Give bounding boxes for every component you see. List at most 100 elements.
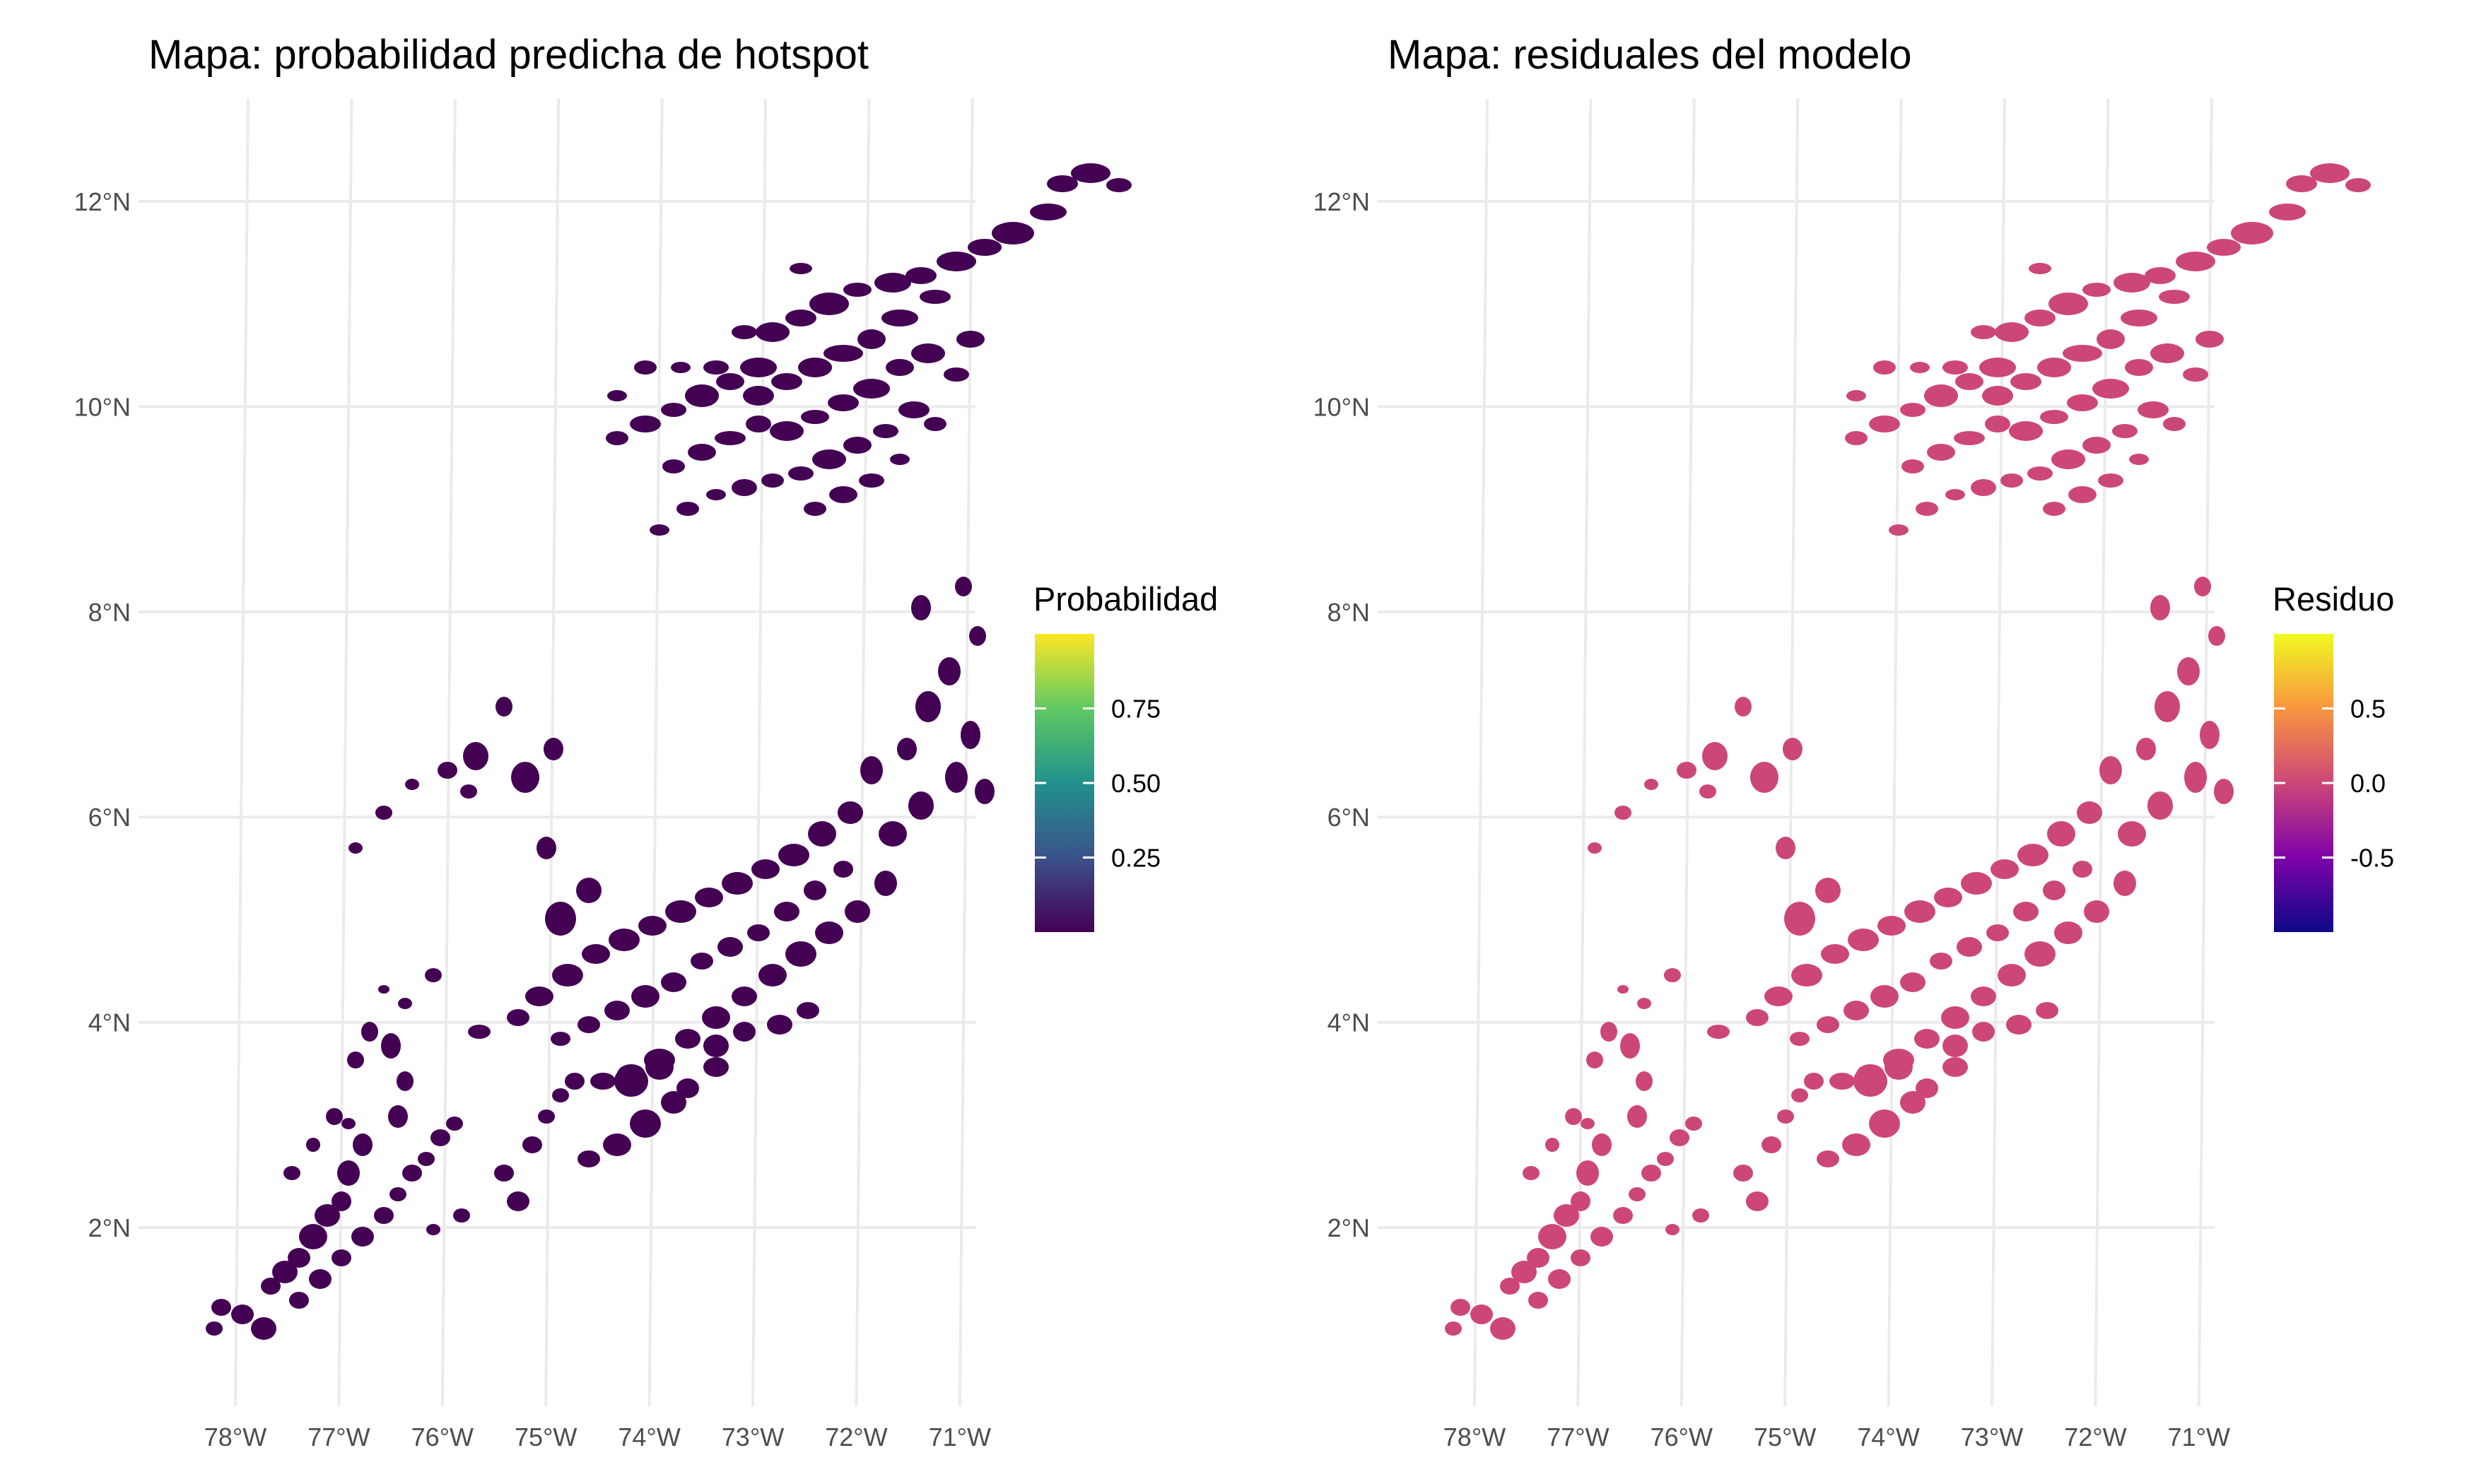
map-region <box>299 1224 327 1249</box>
legend-tick-label: 0.25 <box>1111 844 1161 873</box>
map-region <box>1804 1073 1824 1090</box>
map-region <box>545 902 576 936</box>
map-region <box>2082 437 2111 454</box>
map-region <box>2129 454 2149 465</box>
map-region <box>829 486 857 503</box>
map-region <box>389 1187 406 1201</box>
map-region <box>1627 1105 1647 1128</box>
probability-map-x-axis: 78°W 77°W 76°W 75°W 74°W 73°W 72°W 71°W <box>204 1423 991 1451</box>
map-region <box>2082 283 2111 297</box>
map-region <box>609 929 640 951</box>
map-region <box>2067 394 2098 411</box>
map-region <box>1071 163 1110 183</box>
map-region <box>743 386 774 406</box>
legend-tick-label: 0.50 <box>1111 769 1161 798</box>
probability-map-gridlines <box>139 98 975 1407</box>
map-region <box>425 968 442 982</box>
map-region <box>1600 1022 1617 1042</box>
map-region <box>1746 1191 1769 1211</box>
map-region <box>522 1136 542 1153</box>
probability-legend-ticks: 0.75 0.50 0.25 <box>1035 695 1161 873</box>
map-region <box>1995 322 2029 342</box>
map-region <box>430 1129 450 1146</box>
map-region <box>717 937 743 957</box>
x-tick-label: 74°W <box>1857 1423 1919 1451</box>
y-tick-label: 4°N <box>1327 1008 1370 1037</box>
map-region <box>374 1207 394 1224</box>
map-region <box>788 466 814 481</box>
map-region <box>2037 358 2071 377</box>
map-region <box>740 358 777 377</box>
map-region <box>1991 859 2019 879</box>
map-region <box>606 431 628 445</box>
map-region <box>1677 762 1696 779</box>
map-region <box>2155 691 2180 722</box>
map-region <box>1106 178 1132 192</box>
map-region <box>418 1152 435 1166</box>
map-region <box>1620 1033 1640 1059</box>
map-region <box>1030 204 1067 220</box>
map-region <box>1916 502 1938 516</box>
map-region <box>361 1022 378 1042</box>
map-region <box>1581 1118 1595 1129</box>
map-region <box>1657 1152 1674 1166</box>
map-region <box>2054 921 2082 944</box>
map-region <box>691 953 713 970</box>
map-region <box>1571 1191 1590 1211</box>
map-region <box>2010 373 2041 390</box>
map-region <box>874 871 897 896</box>
map-region <box>2138 401 2169 418</box>
map-region <box>695 888 723 907</box>
map-region <box>945 762 968 793</box>
map-region <box>2000 473 2023 488</box>
map-region <box>911 343 945 363</box>
map-region <box>578 1016 600 1033</box>
map-region <box>1664 968 1681 982</box>
x-tick-label: 77°W <box>307 1423 370 1451</box>
x-tick-label: 75°W <box>515 1423 577 1451</box>
map-region <box>348 842 363 854</box>
map-region <box>206 1321 223 1336</box>
map-region <box>785 941 816 967</box>
map-region <box>1617 985 1629 994</box>
residuals-map-regions <box>1445 163 2371 1340</box>
map-region <box>758 964 787 987</box>
map-region <box>582 944 610 964</box>
map-region <box>956 331 985 348</box>
map-region <box>732 479 757 496</box>
map-region <box>1707 1025 1730 1039</box>
map-region <box>857 329 886 349</box>
map-region <box>2345 178 2371 192</box>
map-region <box>1942 360 1968 375</box>
map-region <box>2043 881 2065 900</box>
map-region <box>2176 252 2215 271</box>
map-region <box>551 1032 570 1046</box>
map-region <box>911 595 931 620</box>
map-region <box>2136 738 2156 760</box>
map-region <box>920 290 951 304</box>
map-region <box>650 524 669 536</box>
map-region <box>812 449 846 469</box>
probability-map-y-axis: 2°N 4°N 6°N 8°N 10°N 12°N <box>74 187 131 1242</box>
map-region <box>537 837 556 859</box>
map-region <box>1869 416 1900 432</box>
map-region <box>2099 756 2122 784</box>
map-region <box>815 921 843 944</box>
y-tick-label: 6°N <box>88 803 131 832</box>
map-region <box>823 345 863 362</box>
map-region <box>703 1035 729 1057</box>
map-region <box>496 697 512 717</box>
residuals-map-title: Mapa: residuales del modelo <box>1388 32 1912 78</box>
map-region <box>2207 239 2241 256</box>
x-tick-label: 78°W <box>1443 1423 1506 1451</box>
map-region <box>1523 1166 1540 1180</box>
map-region <box>1927 444 1955 461</box>
map-region <box>397 1071 414 1091</box>
map-region <box>630 1109 661 1138</box>
map-region <box>2125 359 2153 376</box>
probability-map-regions <box>206 163 1132 1340</box>
map-region <box>272 1261 298 1283</box>
map-region <box>1670 1129 1689 1146</box>
map-region <box>1971 987 1996 1006</box>
map-region <box>716 373 744 390</box>
